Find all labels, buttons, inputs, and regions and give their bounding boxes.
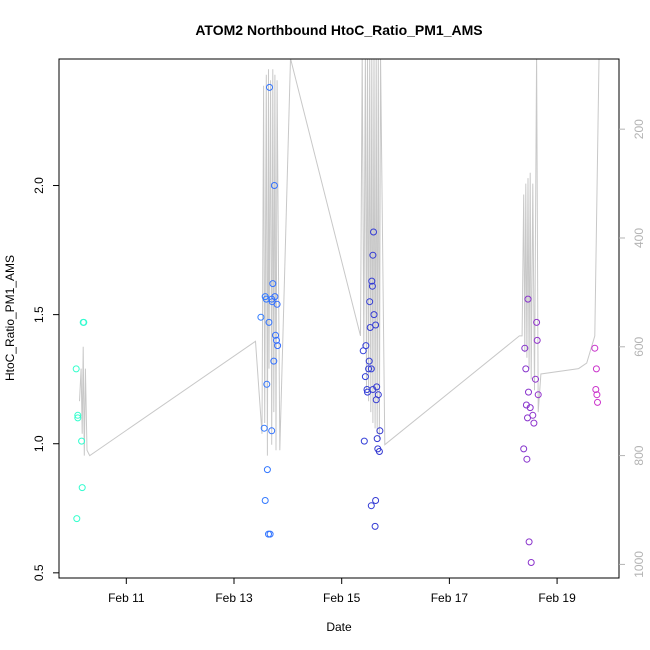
data-point [266,83,273,91]
data-point [265,318,273,326]
data-point [372,321,380,329]
data-point [366,298,374,306]
data-point [269,280,277,288]
data-point [593,391,601,399]
data-point [370,311,378,319]
data-point [260,424,268,432]
data-point [530,419,538,427]
data-point [257,313,265,321]
data-point [523,455,531,463]
x-tick-label: Feb 19 [538,591,576,605]
data-point [263,380,271,388]
data-point [365,357,373,365]
data-point [268,427,276,435]
chart-title: ATOM2 Northbound HtoC_Ratio_PM1_AMS [195,22,482,38]
data-point [273,336,280,344]
data-point [270,182,278,189]
data-point [362,342,370,350]
data-point [368,282,376,290]
data-point [375,448,383,455]
data-point [520,445,528,453]
data-point [365,365,373,373]
data-point [525,538,533,546]
y-tick-label: 0.5 [32,564,46,581]
data-point [534,391,542,399]
data-point [524,295,532,303]
y-tick-label: 2.0 [32,177,46,194]
data-point [369,251,377,259]
y-tick-label: 1.0 [32,435,46,452]
data-point [367,365,375,373]
right-tick-label: 400 [632,228,646,248]
data-point [522,365,530,373]
data-point [274,342,282,350]
data-point [361,373,369,381]
data-points [72,83,601,566]
data-point [591,344,599,352]
data-point [373,435,381,443]
data-point [360,437,368,445]
altitude-line [79,59,600,457]
data-point [533,318,541,326]
data-point [370,228,377,236]
data-point [594,398,601,406]
data-point [525,388,532,396]
x-tick-label: Feb 13 [215,591,253,605]
right-tick-label: 200 [632,119,646,139]
y-axis-label: HtoC_Ratio_PM1_AMS [3,255,17,381]
data-point [72,365,80,373]
data-point [261,497,269,504]
data-point [272,331,279,339]
data-point [532,375,539,383]
data-point [533,336,541,344]
altitude-track [79,59,600,457]
plot-frame [58,58,620,579]
data-point [266,530,274,538]
x-tick-label: Feb 15 [323,591,361,605]
data-point [80,318,88,326]
x-tick-label: Feb 17 [431,591,469,605]
data-point [369,386,377,393]
data-point [73,515,81,523]
data-point [273,300,281,308]
right-axis: 200 400 600 800 1000 [619,119,646,578]
data-point [364,388,371,396]
data-point [371,522,379,530]
data-point [522,401,530,409]
data-point [372,497,380,504]
data-point [262,295,270,303]
y-tick-label: 1.5 [32,306,46,323]
data-point [592,365,600,373]
data-point [529,411,537,419]
data-point [527,559,535,566]
data-point [592,386,600,393]
data-point [74,411,82,419]
right-tick-label: 1000 [632,551,646,578]
data-point [74,414,82,422]
data-point [376,427,384,435]
data-point [521,344,529,352]
data-point [78,437,86,445]
x-axis: Feb 11 Feb 13 Feb 15 Feb 17 Feb 19 [108,578,576,605]
y-axis: 0.5 1.0 1.5 2.0 [32,177,59,581]
right-tick-label: 600 [632,336,646,356]
data-point [374,391,382,399]
right-tick-label: 800 [632,445,646,465]
data-point [263,466,271,474]
x-tick-label: Feb 11 [108,591,145,605]
data-point [367,502,375,510]
data-point [78,484,86,492]
x-axis-label: Date [326,620,352,634]
data-point [270,357,278,365]
data-point [271,293,279,301]
data-point [368,277,376,285]
